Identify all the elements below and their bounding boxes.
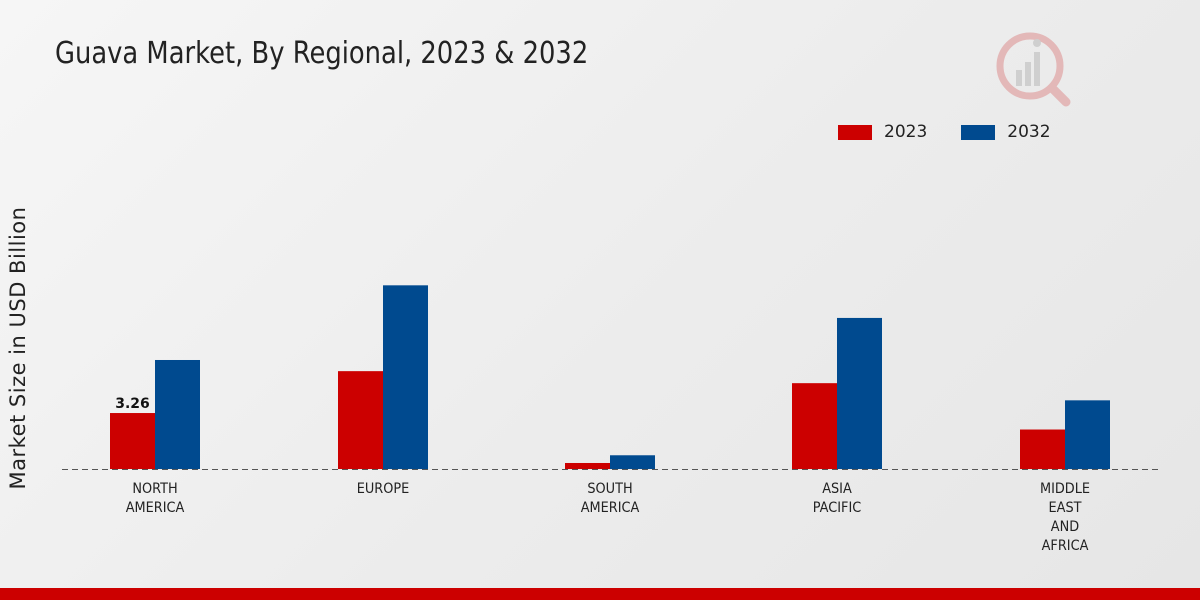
bar-2023-1 bbox=[338, 371, 383, 469]
bar-2032-3 bbox=[837, 317, 882, 469]
bar-2032-4 bbox=[1065, 400, 1110, 469]
legend-swatch-2023 bbox=[838, 124, 872, 140]
legend: 2023 2032 bbox=[838, 122, 1085, 142]
x-tick-middle-east-and-africa: MIDDLE EAST AND AFRICA bbox=[1039, 481, 1091, 554]
bar-2023-3 bbox=[792, 383, 837, 469]
x-tick-asia-pacific: ASIA PACIFIC bbox=[812, 481, 862, 516]
bar-2023-2 bbox=[565, 462, 610, 469]
market-research-logo-icon bbox=[996, 32, 1071, 107]
legend-label-2023: 2023 bbox=[884, 122, 928, 142]
legend-label-2032: 2032 bbox=[1007, 122, 1051, 142]
legend-item-2023: 2023 bbox=[838, 122, 927, 142]
bar-2023-0 bbox=[110, 413, 155, 469]
x-tick-south-america: SOUTH AMERICA bbox=[580, 481, 640, 516]
bar-2032-2 bbox=[610, 455, 655, 469]
legend-item-2032: 2032 bbox=[961, 122, 1051, 142]
bar-2032-0 bbox=[155, 359, 200, 469]
bar-2023-4 bbox=[1020, 429, 1065, 469]
chart-title: Guava Market, By Regional, 2023 & 2032 bbox=[55, 36, 589, 71]
bar-2032-1 bbox=[383, 285, 428, 469]
data-label-0: 3.26 bbox=[115, 396, 150, 412]
legend-swatch-2032 bbox=[961, 124, 996, 140]
footer-bar bbox=[0, 588, 1200, 600]
x-tick-north-america: NORTH AMERICA bbox=[125, 481, 185, 516]
x-tick-europe: EUROPE bbox=[356, 481, 410, 497]
